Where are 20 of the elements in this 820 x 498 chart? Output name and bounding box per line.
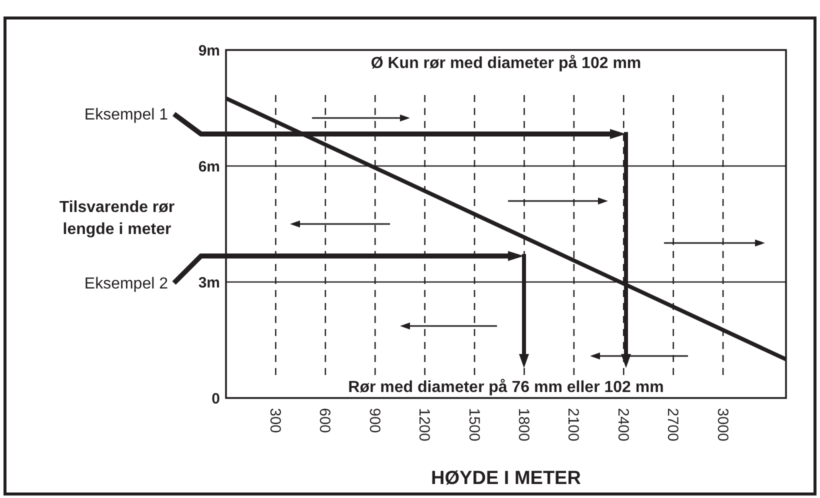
annotation: Ø Kun rør med diameter på 102 mm: [370, 54, 642, 72]
text: Eksempel 1: [84, 106, 168, 124]
x-tick-label: 2400: [614, 408, 632, 442]
y-tick-label: 0: [212, 390, 220, 408]
x-tick-label: 1500: [465, 408, 482, 442]
annotation: Rør med diameter på 76 mm eller 102 mm: [348, 378, 664, 396]
y-tick-label: 9m: [198, 42, 220, 60]
x-tick-label: 300: [266, 408, 284, 434]
x-tick-label: 600: [316, 408, 334, 434]
y-tick-label: 6m: [198, 158, 220, 176]
x-tick-label: 2100: [564, 408, 582, 442]
x-tick-label: 900: [366, 408, 383, 434]
x-tick-label: 1800: [514, 408, 532, 442]
y-tick-label: 3m: [198, 274, 220, 292]
x-axis-title: HØYDE I METER: [431, 468, 582, 489]
x-tick-label: 3000: [714, 408, 731, 442]
x-tick-label: 1200: [416, 408, 433, 442]
x-tick-label: 2700: [664, 408, 682, 442]
text: Eksempel 2: [84, 276, 168, 293]
y-axis-title: Tilsvarende rør lengde i meter: [59, 199, 175, 238]
